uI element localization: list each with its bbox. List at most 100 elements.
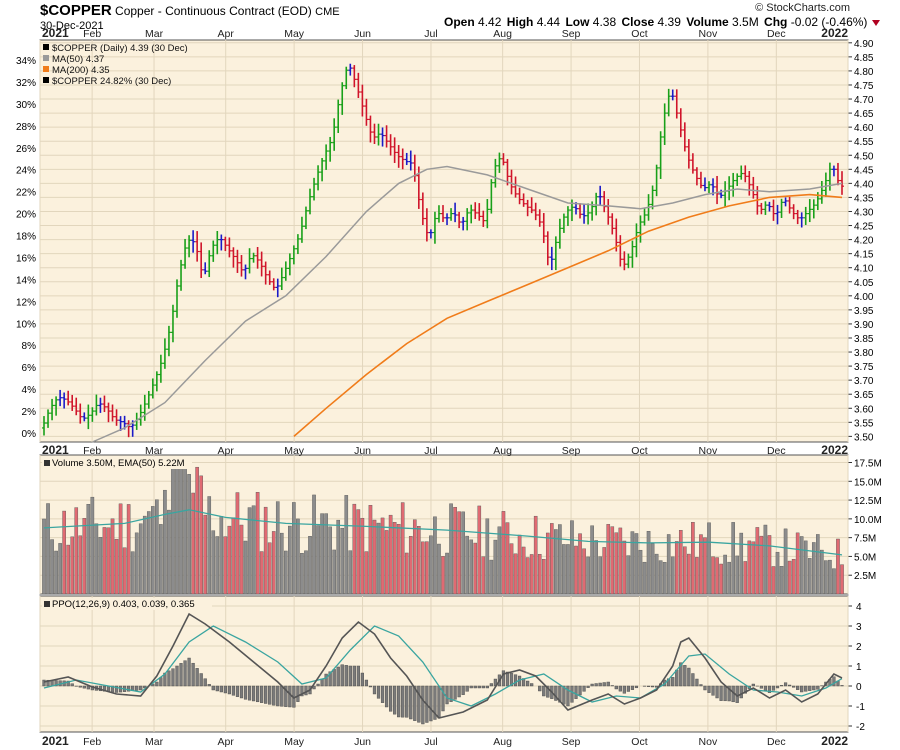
ppo-histogram-bar: [812, 685, 816, 691]
month-label: Jul: [424, 736, 437, 748]
month-label: Feb: [83, 736, 101, 748]
instrument-name: Copper - Continuous Contract (EOD): [115, 4, 312, 18]
ppo-histogram-bar: [634, 685, 639, 689]
volume-bar: [110, 518, 115, 595]
ppo-histogram-bar: [413, 685, 417, 721]
price-tick-label: 4.65: [854, 109, 874, 120]
ppo-histogram-bar: [441, 685, 445, 712]
ppo-histogram-bar: [328, 671, 332, 687]
price-tick-label: 3.50: [854, 432, 874, 443]
month-label: Nov: [699, 736, 718, 748]
ppo-histogram-bar: [405, 685, 409, 718]
pct-tick-label: 8%: [22, 341, 37, 352]
volume-bar: [344, 495, 349, 595]
price-tick-label: 4.05: [854, 278, 874, 289]
ppo-histogram-bar: [143, 685, 147, 689]
ppo-histogram-bar: [546, 685, 550, 698]
ppo-histogram-bar: [610, 685, 614, 687]
volume-bar: [638, 549, 643, 595]
volume-bar: [473, 542, 478, 595]
volume-bar: [179, 461, 183, 595]
low-label: Low: [565, 15, 590, 29]
ppo-histogram-bar: [127, 685, 131, 692]
volume-tick-label: 5.0M: [854, 552, 876, 563]
ppo-histogram-bar: [469, 685, 473, 689]
volume-bar: [646, 531, 651, 595]
ppo-histogram-bar: [243, 685, 248, 700]
volume-tick-label: 2.5M: [854, 571, 876, 582]
ppo-histogram-bar: [699, 684, 703, 687]
volume-bar: [541, 559, 546, 595]
ppo-histogram-bar: [155, 681, 159, 687]
pct-tick-label: 20%: [16, 210, 36, 221]
ppo-histogram-bar: [78, 685, 82, 688]
volume-bar: [433, 516, 437, 595]
pct-tick-label: 4%: [22, 385, 37, 396]
volume-bar: [590, 525, 594, 595]
ppo-histogram-bar: [352, 665, 356, 687]
month-label: Dec: [767, 28, 786, 40]
pct-tick-label: 28%: [16, 122, 36, 133]
ppo-histogram-bar: [509, 673, 514, 687]
volume-bar: [259, 551, 264, 595]
volume-bar: [832, 568, 836, 595]
month-label: Jun: [354, 445, 371, 457]
ppo-histogram-bar: [300, 685, 304, 697]
pct-tick-label: 14%: [16, 275, 36, 286]
volume-bar: [227, 525, 232, 595]
pct-tick-label: 0%: [22, 429, 37, 440]
ppo-histogram-bar: [393, 685, 397, 715]
volume-title-bg: [42, 457, 192, 469]
ppo-histogram-bar: [167, 670, 171, 687]
pct-tick-label: 30%: [16, 100, 36, 111]
volume-bar: [400, 502, 405, 595]
month-label: May: [284, 736, 305, 748]
volume-bar: [489, 559, 494, 595]
volume-bar: [670, 556, 675, 595]
volume-bar: [537, 554, 542, 595]
volume-bar: [570, 520, 574, 595]
volume-bar: [163, 489, 167, 595]
price-tick-label: 3.75: [854, 362, 874, 373]
ppo-histogram-bar: [191, 662, 195, 687]
volume-bar: [199, 475, 203, 595]
open-label: Open: [444, 15, 475, 29]
month-label: 2022: [821, 734, 848, 748]
ppo-histogram-bar: [368, 685, 373, 688]
ppo-histogram-bar: [594, 683, 598, 687]
volume-bar: [255, 492, 260, 595]
ppo-histogram-bar: [622, 685, 626, 694]
ppo-histogram-bar: [219, 685, 223, 693]
chg-value: -0.02 (-0.46%): [790, 15, 868, 29]
ppo-histogram-bar: [800, 685, 804, 693]
month-label: Sep: [562, 736, 581, 748]
ppo-histogram-bar: [336, 666, 340, 687]
ppo-histogram-bar: [437, 685, 441, 719]
volume-bar: [735, 555, 740, 595]
price-tick-label: 4.20: [854, 236, 874, 247]
volume-bar: [102, 527, 107, 595]
ppo-histogram-bar: [211, 685, 215, 691]
month-label: Aug: [493, 28, 512, 40]
volume-bar: [352, 503, 357, 595]
volume-bar: [279, 532, 284, 595]
volume-bar: [183, 465, 187, 595]
price-tick-label: 4.10: [854, 264, 874, 275]
price-tick-label: 3.60: [854, 404, 874, 415]
ppo-histogram-bar: [372, 685, 377, 695]
volume-bar: [836, 538, 840, 595]
pct-tick-label: 2%: [22, 407, 37, 418]
month-label: Sep: [562, 445, 581, 457]
volume-bar: [191, 492, 195, 595]
ppo-histogram-bar: [751, 683, 755, 687]
volume-bar: [62, 510, 66, 595]
ppo-histogram-bar: [606, 681, 610, 687]
month-label: 2022: [821, 443, 848, 457]
volume-bar: [316, 525, 320, 595]
ppo-histogram-bar: [54, 680, 58, 687]
volume-bar: [481, 556, 486, 595]
ppo-histogram-bar: [840, 685, 844, 687]
volume-bar: [247, 507, 252, 595]
volume-bar: [678, 530, 683, 595]
volume-bar: [630, 531, 635, 595]
